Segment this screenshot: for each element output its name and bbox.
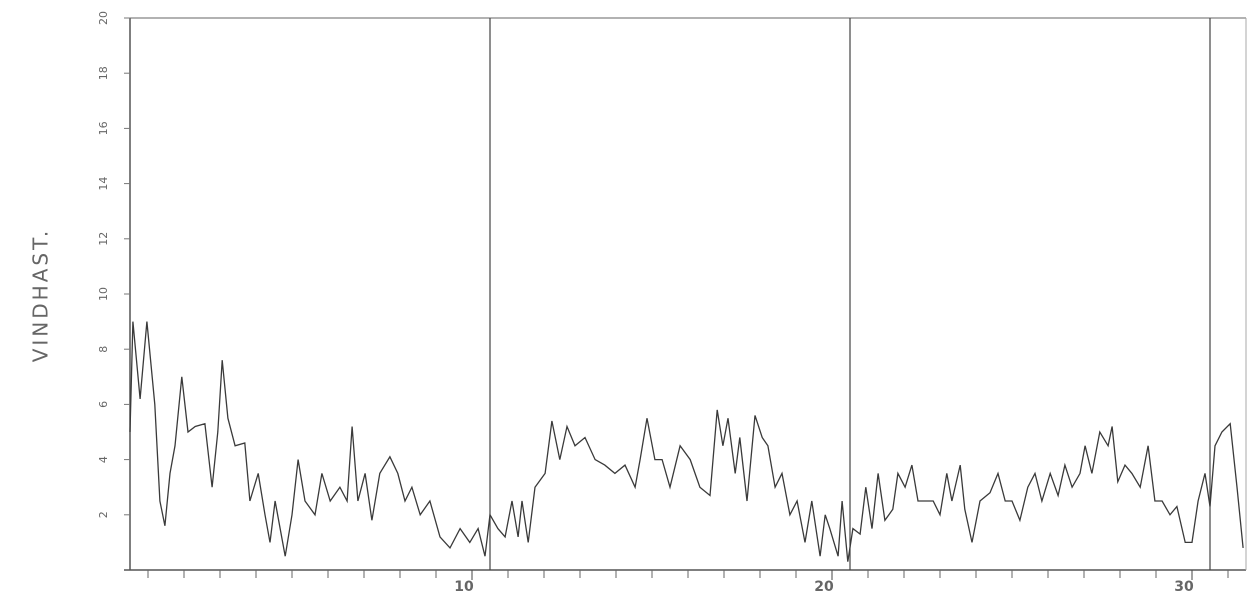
x-tick-label: 30 <box>1174 579 1194 595</box>
y-tick-label: 4 <box>97 456 110 463</box>
y-tick-label: 6 <box>97 401 110 408</box>
y-tick-label: 10 <box>97 287 110 301</box>
y-tick-label: 16 <box>97 121 110 135</box>
y-tick-label: 2 <box>97 511 110 518</box>
y-tick-label: 20 <box>97 11 110 25</box>
x-tick-label: 10 <box>454 579 474 595</box>
y-tick-label: 14 <box>97 177 110 191</box>
y-tick-label: 18 <box>97 66 110 80</box>
x-tick-label: 20 <box>814 579 834 595</box>
y-tick-label: 8 <box>97 346 110 353</box>
y-axis-label: VINDHAST. <box>29 228 53 363</box>
y-tick-label: 12 <box>97 232 110 246</box>
data-line <box>129 321 1244 562</box>
